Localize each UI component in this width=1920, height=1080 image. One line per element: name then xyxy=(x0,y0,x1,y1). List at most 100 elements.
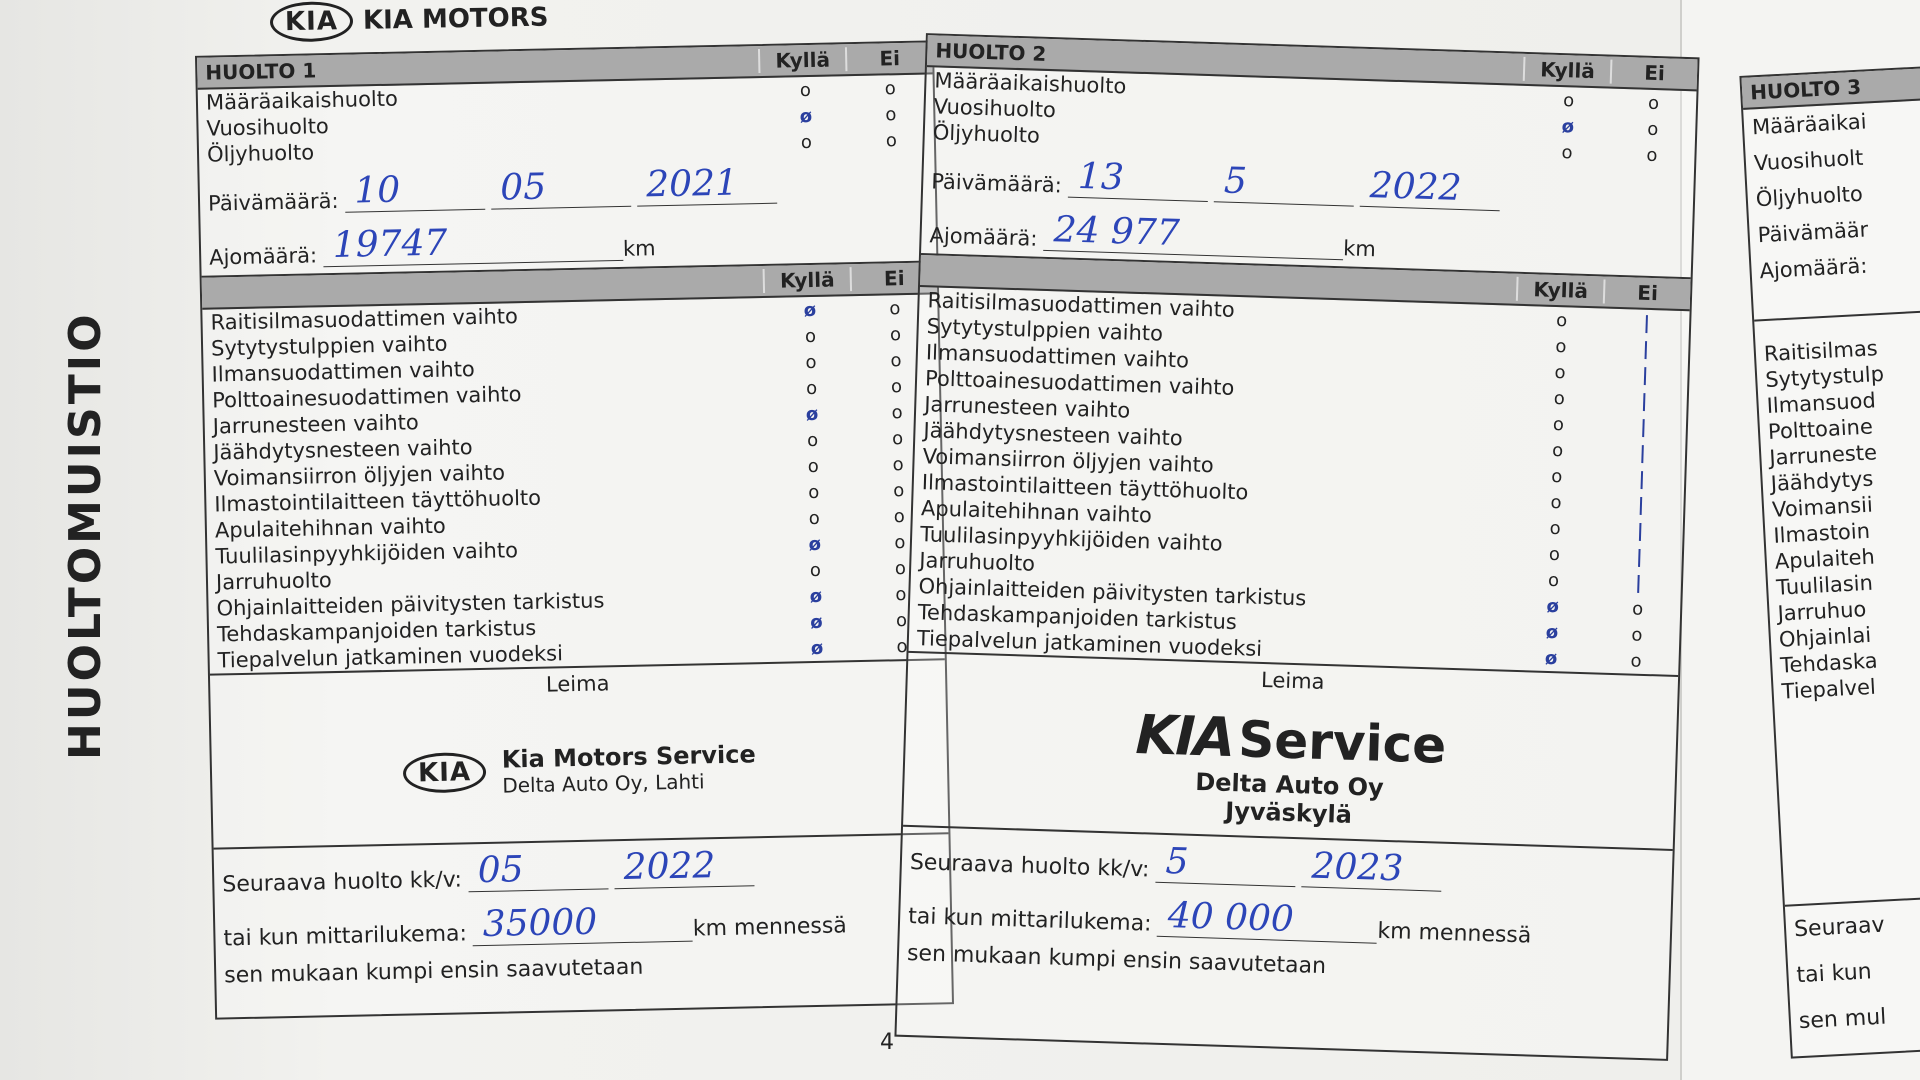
empty-circle-icon: o xyxy=(1555,335,1567,357)
handwritten-next-month: 5 xyxy=(1154,840,1297,888)
checked-circle-icon: ø xyxy=(803,299,817,321)
no-column-header: Ei xyxy=(1609,59,1698,87)
dealer-stamp: KIA Kia Motors Service Delta Auto Oy, Laht… xyxy=(211,692,949,847)
handwritten-next-year: 2022 xyxy=(613,844,755,890)
next-service-label: Seuraava huolto kk/v: xyxy=(222,867,463,898)
handwritten-next-km: 40 000 xyxy=(1157,894,1379,944)
kia-motors-logo: KIA KIA MOTORS xyxy=(269,0,549,43)
empty-circle-icon: o xyxy=(1631,624,1643,646)
km-by-label: km mennessä xyxy=(692,913,848,942)
struck-circle-icon: | xyxy=(1636,520,1644,542)
dealer-stamp: KIA Service Delta Auto Oy Jyväskylä xyxy=(903,685,1677,849)
empty-circle-icon: o xyxy=(805,377,818,399)
row-label: Vuosihuolt xyxy=(1753,145,1864,176)
empty-circle-icon: o xyxy=(885,103,897,125)
side-title: HUOLTOMUISTIO xyxy=(60,311,111,761)
handwritten-date-part: 13 xyxy=(1067,155,1209,203)
checked-circle-icon: ø xyxy=(1546,595,1560,617)
empty-circle-icon: o xyxy=(808,481,820,503)
struck-circle-icon: | xyxy=(1641,364,1649,386)
row-label: Öljyhuolto xyxy=(1755,181,1864,212)
odometer-label: tai kun mittarilukema: xyxy=(223,921,468,952)
no-column-header: Ei xyxy=(844,45,933,72)
struck-circle-icon: | xyxy=(1638,468,1646,490)
row-label: Seuraav xyxy=(1793,912,1886,942)
tasks-section: Kyllä Ei Raitisilmasuodattimen vaihto ø o Syt… xyxy=(201,260,945,674)
handwritten-next-month: 05 xyxy=(467,847,609,893)
struck-circle-icon: | xyxy=(1639,442,1647,464)
struck-circle-icon: | xyxy=(1642,338,1650,360)
next-label: Seuraav xyxy=(1785,896,1920,952)
checked-circle-icon: ø xyxy=(810,637,824,659)
empty-circle-icon: o xyxy=(1549,517,1562,539)
booklet-page xyxy=(0,0,1680,1080)
date-label: Päivämäärä: xyxy=(930,169,1063,198)
empty-circle-icon: o xyxy=(806,429,819,451)
empty-circle-icon: o xyxy=(1547,569,1560,591)
empty-circle-icon: o xyxy=(1552,413,1565,435)
struck-circle-icon: | xyxy=(1643,312,1651,334)
empty-circle-icon: o xyxy=(1551,465,1563,487)
checked-circle-icon: ø xyxy=(1561,115,1575,137)
handwritten-mileage: 19747 xyxy=(322,218,624,268)
empty-circle-icon: o xyxy=(1554,361,1566,383)
empty-circle-icon: o xyxy=(800,131,813,153)
tasks-section: Raitisilmas Sytytystulp Ilmansuod Polttoain… xyxy=(1754,309,1920,706)
km-unit: km xyxy=(1342,236,1377,262)
page-number: 4 xyxy=(880,1030,894,1055)
handwritten-date-part: 10 xyxy=(343,167,485,213)
stamp-section: Leima KIA Kia Motors Service Delta Auto Oy,… xyxy=(209,658,949,848)
dealer-name: Delta Auto Oy, Lahti xyxy=(502,769,705,798)
stamp-name: Kia Motors Service xyxy=(501,740,756,774)
empty-circle-icon: o xyxy=(884,77,897,99)
next-service-section: Seuraav tai kun sen mul xyxy=(1784,894,1920,1045)
odometer-label: tai kun mittarilukema: xyxy=(907,903,1152,937)
handwritten-next-year: 2023 xyxy=(1300,845,1443,892)
struck-circle-icon: | xyxy=(1634,572,1643,594)
checked-circle-icon: ø xyxy=(1545,621,1559,643)
stamp-section: Leima KIA Service Delta Auto Oy Jyväskylä xyxy=(903,650,1679,849)
empty-circle-icon: o xyxy=(1555,309,1568,331)
yes-column-header: Kyllä xyxy=(762,267,851,293)
next-label: sen mul xyxy=(1790,988,1920,1044)
handwritten-date-part: 05 xyxy=(489,164,631,210)
empty-circle-icon: o xyxy=(1630,650,1642,672)
struck-circle-icon: | xyxy=(1637,494,1645,516)
mileage-label: Ajomäärä: xyxy=(929,223,1038,251)
row-label: Päivämäär xyxy=(1757,217,1869,248)
empty-circle-icon: o xyxy=(804,325,817,347)
empty-circle-icon: o xyxy=(1646,144,1658,166)
checked-circle-icon: ø xyxy=(805,403,819,425)
row-label: tai kun xyxy=(1795,958,1873,988)
checked-circle-icon: ø xyxy=(808,533,822,555)
yes-column-header: Kyllä xyxy=(1515,276,1604,304)
empty-circle-icon: o xyxy=(807,455,819,477)
handwritten-mileage: 24 977 xyxy=(1043,208,1345,261)
next-label: tai kun xyxy=(1787,942,1920,998)
km-by-label: km mennessä xyxy=(1377,918,1532,949)
yes-column-header: Kyllä xyxy=(757,47,846,74)
handwritten-date-part: 2021 xyxy=(635,161,777,207)
row-label: sen mul xyxy=(1798,1004,1887,1034)
empty-circle-icon: o xyxy=(1553,387,1566,409)
next-service-section: Seuraava huolto kk/v: 5 2023 tai kun mittar… xyxy=(898,824,1673,996)
empty-circle-icon: o xyxy=(1548,543,1561,565)
huolto-2-form: HUOLTO 2 Kyllä Ei Määräaikaishuolto o o Vuosih… xyxy=(894,33,1700,1061)
checked-circle-icon: ø xyxy=(1544,647,1558,669)
dealer-name: Delta Auto Oy xyxy=(1194,767,1385,802)
stamp-name: Service xyxy=(1237,709,1448,775)
empty-circle-icon: o xyxy=(799,79,812,101)
empty-circle-icon: o xyxy=(1550,491,1562,513)
checked-circle-icon: ø xyxy=(809,585,823,607)
empty-circle-icon: o xyxy=(885,129,898,151)
struck-circle-icon: | xyxy=(1639,416,1648,438)
stamp-logo-line: KIA Service xyxy=(1135,703,1448,776)
stamp-text: Kia Motors Service Delta Auto Oy, Lahti xyxy=(501,740,756,797)
empty-circle-icon: o xyxy=(1646,118,1659,140)
section-title xyxy=(202,281,763,293)
empty-circle-icon: o xyxy=(808,507,821,529)
handwritten-date-part: 5 xyxy=(1213,160,1355,207)
no-column-header: Ei xyxy=(1602,279,1691,307)
brand-name: KIA MOTORS xyxy=(362,2,549,36)
empty-circle-icon: o xyxy=(1562,89,1575,111)
